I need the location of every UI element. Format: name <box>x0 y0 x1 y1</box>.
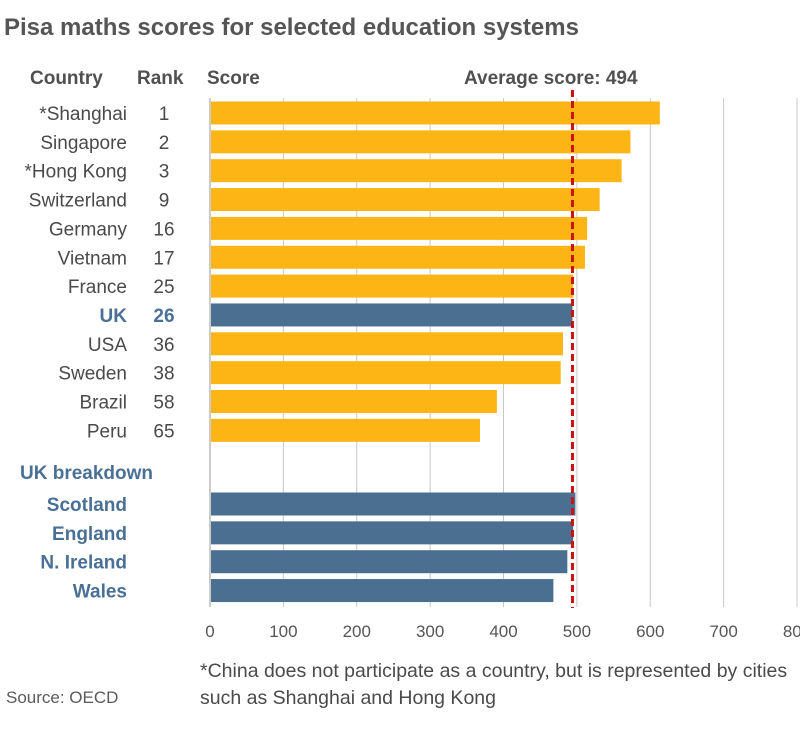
rank-label: 36 <box>153 335 174 356</box>
country-label: Sweden <box>58 364 127 385</box>
country-label: France <box>68 277 127 298</box>
bar <box>211 418 481 442</box>
bar <box>211 492 576 516</box>
source-note: Source: OECD <box>6 688 119 707</box>
bar <box>211 274 574 298</box>
rank-label: 38 <box>153 364 174 385</box>
score-column-header: Score <box>207 68 260 89</box>
bar <box>211 245 585 269</box>
rank-label: 1 <box>159 104 170 125</box>
country-label: *Shanghai <box>39 104 127 125</box>
bar <box>211 361 561 385</box>
rank-label: 58 <box>153 393 174 414</box>
average-score-label: Average score: 494 <box>464 68 638 89</box>
bar <box>211 303 573 327</box>
x-tick-label: 700 <box>709 622 737 641</box>
x-tick-label: 100 <box>269 622 297 641</box>
bar <box>211 188 600 212</box>
bar <box>211 550 568 574</box>
x-tick-label: 600 <box>636 622 664 641</box>
footnote: *China does not participate as a country… <box>200 660 788 709</box>
rank-label: 26 <box>153 306 174 327</box>
rank-label: 3 <box>159 162 170 183</box>
breakdown-label: UK breakdown <box>20 463 153 484</box>
rank-label: 9 <box>159 191 170 212</box>
country-label: Peru <box>87 421 127 442</box>
country-label: Brazil <box>79 393 127 414</box>
bar <box>211 579 554 603</box>
chart-title: Pisa maths scores for selected education… <box>4 14 579 41</box>
rank-label: 25 <box>153 277 174 298</box>
bar <box>211 130 631 154</box>
rank-label: 65 <box>153 421 174 442</box>
country-label: Germany <box>49 219 128 240</box>
x-tick-label: 500 <box>563 622 591 641</box>
bar <box>211 521 574 545</box>
x-tick-label: 400 <box>489 622 517 641</box>
bar <box>211 101 660 125</box>
country-column-header: Country <box>30 68 103 89</box>
rank-label: 17 <box>153 248 174 269</box>
country-label: Singapore <box>40 133 127 154</box>
country-label: UK <box>100 306 128 327</box>
country-label: Scotland <box>47 495 127 516</box>
rank-column-header: Rank <box>137 68 184 89</box>
country-label: England <box>52 524 127 545</box>
bar <box>211 332 563 356</box>
country-label: USA <box>88 335 127 356</box>
bar <box>211 216 588 240</box>
country-label: N. Ireland <box>40 553 127 574</box>
x-tick-label: 200 <box>343 622 371 641</box>
bar <box>211 390 497 413</box>
country-label: *Hong Kong <box>25 162 127 183</box>
rank-label: 2 <box>159 133 170 154</box>
x-tick-label: 0 <box>205 622 214 641</box>
bar <box>211 159 622 183</box>
x-tick-label: 800 <box>783 622 800 641</box>
rank-label: 16 <box>153 219 174 240</box>
country-label: Wales <box>73 582 127 603</box>
country-label: Vietnam <box>58 248 127 269</box>
x-tick-label: 300 <box>416 622 444 641</box>
country-label: Switzerland <box>29 191 127 212</box>
